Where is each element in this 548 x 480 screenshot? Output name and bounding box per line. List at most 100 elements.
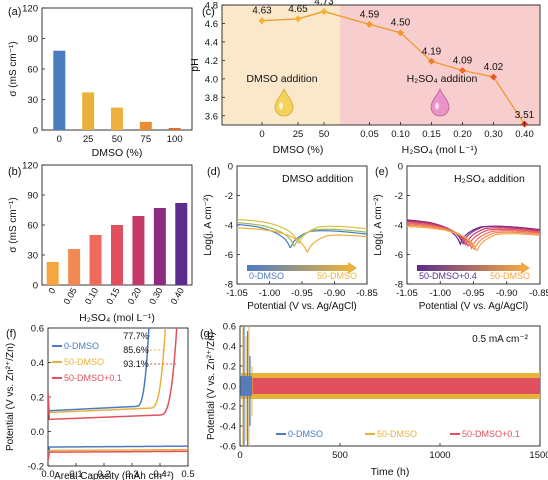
y-tick-label-e: -4 xyxy=(395,221,403,232)
x-tick-label-c: 50 xyxy=(319,129,330,140)
y-tick-label-g: 0.2 xyxy=(223,362,236,373)
x-tick-label-f: 0.3 xyxy=(125,469,138,480)
bar-b-4 xyxy=(132,216,145,285)
tafel-curve-e xyxy=(407,220,540,246)
y-tick-label-d: -8 xyxy=(225,280,233,291)
cycling-band-50dmso01 xyxy=(241,378,540,394)
y-axis-label-b: σ (mS cm⁻¹) xyxy=(8,197,19,252)
x-tick-label-c: 0.20 xyxy=(453,129,472,140)
y-tick-label-b: 30 xyxy=(27,251,38,262)
tafel-curve-d xyxy=(237,222,367,247)
legend-label-g: 50-DMSO xyxy=(377,429,417,439)
droplet-icon-yellow xyxy=(274,87,294,117)
charge-curve-f xyxy=(48,328,178,421)
panel-label-c: (c) xyxy=(202,6,215,18)
ph-point xyxy=(320,7,328,15)
x-tick-label-g: 500 xyxy=(332,450,348,461)
x-tick-label-b: 0.20 xyxy=(126,286,143,306)
legend-label-g: 0-DMSO xyxy=(288,429,323,439)
bar-a-0 xyxy=(53,50,66,131)
plot-frame-c xyxy=(221,4,541,126)
y-tick-label-c: 4.2 xyxy=(205,56,218,67)
y-tick-label-f: 0.0 xyxy=(31,427,44,438)
x-tick-label-d: -1.00 xyxy=(259,288,281,299)
y-tick-label-b: 60 xyxy=(27,221,38,232)
y-tick-label-c: 4.8 xyxy=(205,1,218,12)
legend-arrow-e xyxy=(417,265,522,271)
y-tick-label-f: 0.4 xyxy=(31,358,44,369)
x-tick-label-g: 0 xyxy=(237,450,242,461)
efficiency-label-f: 85.6% xyxy=(123,345,149,355)
bar-b-2 xyxy=(89,235,102,285)
data-label-c: 4.19 xyxy=(422,46,442,57)
x-tick-label-c: 0.40 xyxy=(515,129,534,140)
region-label-dmso: DMSO addition xyxy=(246,73,317,85)
legend-label-f: 50-DMSO+0.1 xyxy=(64,373,122,383)
x-tick-label-a: 50 xyxy=(112,134,123,145)
x-tick-label-b: 0.30 xyxy=(147,286,164,306)
y-tick-label-g: 0.0 xyxy=(223,382,236,393)
panel-label-f: (f) xyxy=(6,328,16,340)
legend-from-e: 50-DMSO+0.4 xyxy=(419,271,477,281)
cycling-band-0dmso xyxy=(240,376,252,396)
bar-a-3 xyxy=(139,121,152,130)
tafel-curve-d xyxy=(237,223,367,249)
bar-b-5 xyxy=(153,208,166,285)
tafel-curve-d xyxy=(237,227,367,253)
data-label-c: 4.65 xyxy=(288,4,308,15)
y-tick-label-b: 90 xyxy=(27,191,38,202)
y-tick-label-d: -2 xyxy=(225,191,233,202)
tafel-curve-e xyxy=(407,225,540,251)
y-tick-label-g: -0.2 xyxy=(220,402,236,413)
y-axis-label-d: Log(j, A cm⁻²) xyxy=(203,194,214,255)
y-tick-label-c: 3.8 xyxy=(205,93,218,104)
y-axis-label-c: pH xyxy=(189,58,201,71)
bar-b-3 xyxy=(111,225,123,285)
x-axis-label-d: Potential (V vs. Ag/AgCl) xyxy=(247,301,357,312)
panel-label-g: (g) xyxy=(200,328,213,340)
x-axis-label-c2: H₂SO₄ (mol L⁻¹) xyxy=(402,144,478,156)
region-label-h2so4: H₂SO₄ addition xyxy=(407,73,478,85)
y-tick-label-a: 120 xyxy=(22,4,38,15)
y-tick-label-a: 0 xyxy=(33,126,38,137)
y-axis-label-g: Potential (V vs. Zn²⁺/Zn) xyxy=(206,332,217,440)
legend-from-d: 0-DMSO xyxy=(249,271,284,281)
y-tick-label-e: -2 xyxy=(395,191,403,202)
curves-e xyxy=(407,219,540,251)
bar-a-2 xyxy=(111,107,123,130)
y-tick-label-g: -0.6 xyxy=(220,442,236,453)
y-axis-label-f: Potential (V vs. Zn²⁺/Zn) xyxy=(5,343,16,451)
bar-a-4 xyxy=(168,127,181,130)
data-label-c: 4.50 xyxy=(391,18,411,29)
x-tick-label-b: 0.10 xyxy=(83,286,100,306)
panel-label-a: (a) xyxy=(8,6,21,18)
ph-point xyxy=(459,67,466,75)
y-axis-label-a: σ (mS cm⁻¹) xyxy=(8,41,19,96)
data-label-c: 3.51 xyxy=(515,110,535,121)
bar-a-1 xyxy=(82,92,95,130)
ph-point xyxy=(294,15,302,23)
x-axis-label-a: DMSO (%) xyxy=(92,147,143,159)
x-tick-label-c: 0.15 xyxy=(422,129,441,140)
x-tick-label-e: -1.05 xyxy=(396,288,418,299)
droplet-icon-pink xyxy=(430,87,450,117)
y-tick-label-g: 0.4 xyxy=(223,342,236,353)
x-tick-label-g: 1500 xyxy=(529,450,548,461)
x-tick-label-b: 0.05 xyxy=(61,286,78,306)
x-tick-label-a: 0 xyxy=(57,134,62,145)
droplet-body xyxy=(274,87,294,117)
y-tick-label-a: 60 xyxy=(27,65,38,76)
y-tick-label-f: 0.2 xyxy=(31,393,44,404)
y-tick-label-d: 0 xyxy=(228,162,233,173)
ph-point xyxy=(490,73,497,81)
discharge-curve-f xyxy=(48,445,188,461)
x-tick-label-f: 0.1 xyxy=(69,469,82,480)
x-tick-label-d: -1.05 xyxy=(226,288,248,299)
x-tick-label-g: 1000 xyxy=(429,450,450,461)
x-tick-label-a: 25 xyxy=(83,134,94,145)
x-tick-label-a: 100 xyxy=(167,134,183,145)
x-tick-label-e: -0.90 xyxy=(496,288,518,299)
discharge-curve-f xyxy=(48,448,188,461)
legend-arrowhead-d xyxy=(348,262,357,274)
